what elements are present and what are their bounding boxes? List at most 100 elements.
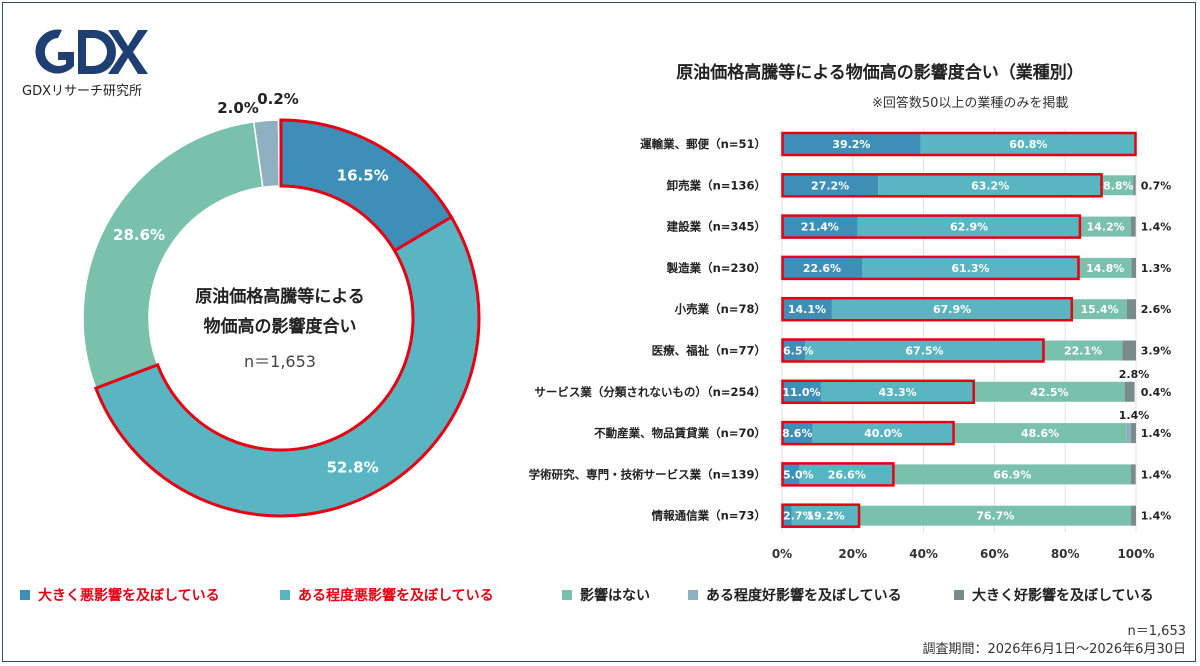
bar-segment: [782, 464, 800, 485]
bar-segment-label: 40.0%: [864, 427, 902, 440]
logo-x-mark: [108, 30, 148, 74]
x-tick-label: 100%: [1117, 547, 1154, 561]
bar-segment: [1130, 464, 1136, 485]
bar-segment-label: 61.3%: [951, 262, 989, 275]
bar-segment: [782, 505, 792, 526]
bar-segment: [1126, 299, 1136, 320]
bar-segment: [812, 423, 955, 444]
bar-outside-label: 2.8%: [1119, 368, 1150, 381]
bar-segment: [1079, 257, 1132, 278]
bar-outside-label: 2.6%: [1141, 303, 1172, 316]
donut-highlight-divider: [393, 215, 453, 252]
legend-item-some-good: ある程度好影響を及ぼしている: [688, 585, 902, 605]
bar-segment-label: 39.2%: [832, 138, 870, 151]
footer-period: 調査期間：2026年6月1日～2026年6月30日: [922, 642, 1186, 657]
bar-segment: [878, 175, 1103, 196]
category-label: 不動産業、物品賃貸業（n=70）: [594, 426, 766, 440]
donut-slice-label: 52.8%: [327, 459, 379, 477]
legend-swatch: [20, 590, 30, 600]
donut-slice-label: 28.6%: [113, 226, 165, 244]
x-tick-label: 40%: [909, 547, 938, 561]
bar-segment-label: 21.4%: [801, 221, 839, 234]
donut-center-n: n＝1,653: [244, 352, 316, 371]
bar-segment: [862, 257, 1080, 278]
bar-chart-note: ※回答数50以上の業種のみを掲載: [872, 96, 1069, 111]
category-label: 運輸業、郵便（n=51）: [640, 137, 766, 151]
bar-outside-label: 1.4%: [1141, 221, 1172, 234]
bar-segment: [954, 423, 1127, 444]
legend-label: 影響はない: [580, 588, 650, 604]
legend-swatch: [562, 590, 572, 600]
bar-segment-label: 14.2%: [1086, 221, 1124, 234]
bar-highlight-outline: [781, 173, 1103, 198]
bar-segment: [782, 340, 806, 361]
category-label: サービス業（分類されないもの）（n=254）: [534, 385, 766, 399]
legend-label: 大きく悪影響を及ぼしている: [38, 588, 220, 604]
bar-segment: [831, 299, 1073, 320]
logo-subtitle: GDXリサーチ研究所: [22, 84, 142, 99]
gdx-logo: [35, 29, 148, 74]
bar-highlight-outline: [781, 214, 1082, 239]
legend-item-big-bad: 大きく悪影響を及ぼしている: [20, 585, 220, 605]
bar-segment: [782, 299, 832, 320]
bar-segment-label: 15.4%: [1080, 303, 1118, 316]
x-tick-label: 0%: [772, 547, 792, 561]
legend-item-some-bad: ある程度悪影響を及ぼしている: [280, 585, 494, 605]
bar-segment-label: 2.7%: [783, 510, 814, 523]
legend-swatch: [954, 590, 964, 600]
legend-label: ある程度悪影響を及ぼしている: [298, 588, 494, 604]
donut-slice-label: 0.2%: [257, 90, 299, 108]
legend-swatch: [688, 590, 698, 600]
bar-segment-label: 66.9%: [993, 468, 1031, 481]
bar-segment: [857, 216, 1081, 237]
bar-segment: [1131, 257, 1136, 278]
bar-segment: [1102, 175, 1134, 196]
x-tick-label: 80%: [1051, 547, 1080, 561]
donut-slice-label: 16.5%: [337, 167, 389, 185]
category-label: 製造業（n=230）: [666, 261, 766, 275]
bar-segment-label: 67.5%: [905, 345, 943, 358]
legend-item-none: 影響はない: [562, 585, 650, 605]
bar-segment-label: 26.6%: [828, 468, 866, 481]
bar-segment: [791, 505, 860, 526]
bar-segment: [1126, 423, 1132, 444]
bar-segment: [782, 175, 879, 196]
bar-highlight-outline: [781, 462, 895, 487]
bar-segment: [782, 381, 821, 402]
bar-segment-label: 8.6%: [782, 427, 813, 440]
bar-highlight-outline: [781, 131, 1137, 157]
bar-segment: [1130, 216, 1136, 237]
donut-slice: [82, 121, 264, 390]
donut-center-title-2: 物価高の影響度合い: [203, 317, 357, 337]
legend-item-big-good: 大きく好影響を及ぼしている: [954, 585, 1154, 605]
bar-segment: [782, 216, 858, 237]
bar-chart-title: 原油価格高騰等による物価高の影響度合い（業種別）: [676, 63, 1084, 83]
bar-segment: [782, 257, 863, 278]
stacked-bar-chart: 0% 20% 40% 60% 80% 100% 運輸業、郵便（n=51） 39.2% 60.8%…: [529, 128, 1172, 561]
bar-highlight-outline: [781, 503, 861, 528]
category-label: 情報通信業（n=73）: [651, 509, 766, 523]
x-tick-label: 60%: [980, 547, 1009, 561]
bar-segment-label: 67.9%: [933, 303, 971, 316]
bar-segment: [1072, 299, 1127, 320]
category-label: 卸売業（n=136）: [667, 178, 766, 192]
bar-outside-label: 1.4%: [1141, 427, 1172, 440]
donut-center-title-1: 原油価格高騰等による: [195, 287, 365, 307]
bar-segment: [1133, 175, 1136, 196]
bar-segment-label: 6.5%: [783, 345, 814, 358]
legend: 大きく悪影響を及ぼしている ある程度悪影響を及ぼしている 影響はない ある程度好…: [16, 585, 1196, 609]
bar-segment: [782, 134, 921, 154]
bar-segment: [1043, 340, 1123, 361]
bar-segment: [974, 381, 1125, 402]
bar-segment-label: 11.0%: [782, 386, 820, 399]
bar-highlight-outline: [781, 338, 1045, 363]
donut-center-label: 原油価格高騰等による 物価高の影響度合い n＝1,653: [150, 282, 410, 372]
bar-segment-label: 62.9%: [950, 221, 988, 234]
bar-segment: [805, 340, 1044, 361]
bar-segment-label: 60.8%: [1009, 138, 1047, 151]
category-label: 学術研究、専門・技術サービス業（n=139）: [529, 467, 766, 481]
bar-segment-label: 27.2%: [811, 179, 849, 192]
bar-highlight-outline: [781, 255, 1080, 281]
